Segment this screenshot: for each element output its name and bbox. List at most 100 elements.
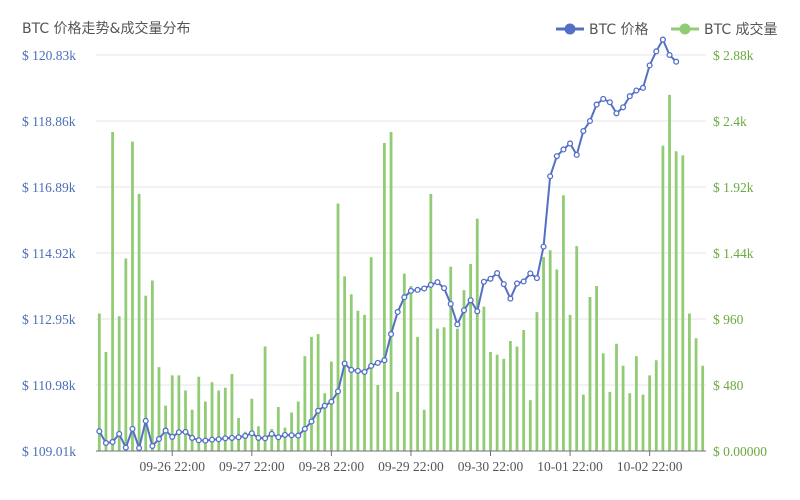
price-point [567, 140, 574, 147]
volume-bar [522, 330, 526, 451]
volume-bar [409, 286, 413, 451]
volume-bar [502, 358, 506, 451]
volume-bar [694, 338, 698, 451]
volume-bar [263, 346, 267, 451]
price-point [162, 427, 169, 434]
volume-bar [250, 398, 254, 451]
volume-bar [455, 328, 459, 451]
volume-bar [310, 336, 313, 451]
price-point [228, 434, 235, 441]
price-point [600, 95, 607, 102]
price-point [281, 431, 289, 438]
volume-bar [495, 354, 499, 451]
price-point [182, 428, 189, 435]
price-point [248, 430, 255, 437]
price-point [520, 278, 527, 285]
price-point [633, 87, 640, 94]
volume-bar [210, 382, 214, 451]
volume-bar [369, 257, 373, 451]
volume-bar [223, 387, 227, 451]
volume-bar [701, 365, 705, 451]
volume-bar [303, 356, 307, 451]
price-point [494, 270, 501, 277]
volume-bar [588, 297, 592, 451]
price-point [288, 432, 295, 439]
volume-bar [628, 393, 632, 451]
y-left-tick-label: $ 120.83k [22, 48, 76, 63]
volume-bar [681, 155, 685, 451]
legend-label: BTC 成交量 [704, 21, 778, 38]
volume-bar [117, 316, 121, 451]
y-right-tick-label: $ 0.00000 [713, 444, 767, 459]
x-tick-label: 09-30 22:00 [458, 459, 524, 474]
chart-title: BTC 价格走势&成交量分布 [22, 21, 191, 37]
price-point [434, 279, 441, 286]
price-point [673, 58, 680, 65]
volume-bar [661, 145, 665, 451]
volume-bar [674, 151, 678, 451]
legend: BTC 价格 BTC 成交量 [556, 21, 778, 38]
price-point [540, 243, 547, 250]
price-point [527, 270, 534, 277]
price-point [560, 146, 567, 153]
price-point [149, 442, 156, 450]
legend-marker-icon [679, 23, 691, 35]
volume-bar [296, 401, 300, 451]
y-right-tick-label: $ 1.44k [713, 246, 754, 261]
volume-bar [323, 393, 327, 451]
volume-bar [654, 360, 658, 451]
price-point [189, 434, 196, 441]
volume-bar [641, 394, 645, 451]
volume-bar [144, 295, 148, 451]
volume-bar [515, 346, 519, 451]
price-point [474, 308, 481, 315]
volume-bar [363, 314, 366, 451]
volume-bar [204, 401, 207, 451]
volume-bar [336, 203, 340, 451]
price-point [348, 366, 355, 373]
x-tick-label: 09-28 22:00 [299, 459, 365, 474]
x-tick-label: 09-26 22:00 [139, 459, 205, 474]
volume-bar [575, 246, 579, 451]
price-point [626, 93, 633, 100]
price-point [374, 359, 381, 366]
price-point [122, 444, 129, 451]
price-point [394, 308, 401, 316]
price-point [129, 425, 136, 432]
price-point [328, 398, 335, 405]
y-right-tick-label: $ 480 [713, 378, 744, 393]
volume-bar [396, 391, 400, 451]
volume-bar [184, 390, 187, 451]
price-point [175, 429, 182, 436]
volume-bar [462, 290, 466, 451]
volume-bar [389, 132, 393, 451]
price-point [341, 360, 348, 367]
price-point [222, 435, 229, 442]
volume-bar [131, 141, 134, 451]
volume-bar [356, 310, 360, 451]
price-point [255, 434, 262, 441]
price-point [262, 435, 269, 442]
price-point [401, 294, 408, 301]
y-right-tick-label: $ 1.92k [713, 180, 754, 195]
price-point [202, 437, 209, 444]
volume-bar [688, 313, 691, 451]
volume-bar [197, 376, 201, 451]
price-point [553, 153, 560, 160]
volume-bar [137, 193, 141, 451]
price-point [533, 275, 540, 282]
price-point [308, 418, 315, 425]
volume-bar [217, 390, 221, 451]
volume-bar [581, 394, 585, 451]
price-point [361, 368, 368, 375]
price-point [414, 286, 421, 293]
price-point [275, 434, 282, 441]
price-point [606, 99, 613, 106]
volume-bar [124, 258, 128, 451]
y-left-tick-label: $ 114.92k [22, 246, 76, 261]
price-point [208, 436, 216, 443]
volume-bar [608, 391, 612, 451]
price-point [96, 428, 103, 435]
price-point [407, 287, 414, 294]
y-left-tick-label: $ 109.01k [22, 444, 76, 459]
